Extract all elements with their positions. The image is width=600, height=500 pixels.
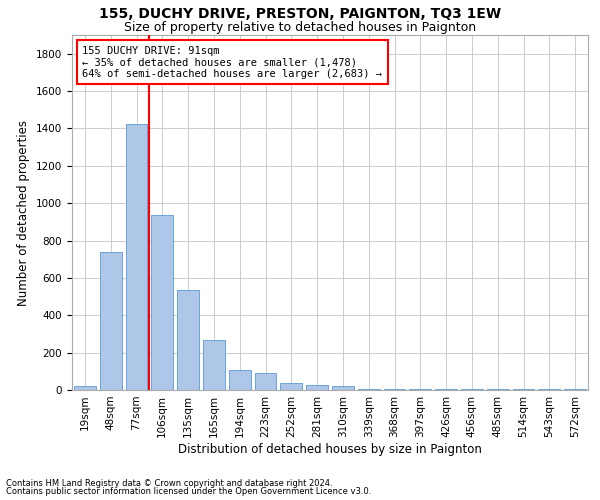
Bar <box>203 340 225 390</box>
Bar <box>512 389 535 390</box>
Bar <box>280 382 302 390</box>
Text: Size of property relative to detached houses in Paignton: Size of property relative to detached ho… <box>124 21 476 34</box>
Bar <box>461 389 483 390</box>
Text: Contains HM Land Registry data © Crown copyright and database right 2024.: Contains HM Land Registry data © Crown c… <box>6 478 332 488</box>
Text: 155, DUCHY DRIVE, PRESTON, PAIGNTON, TQ3 1EW: 155, DUCHY DRIVE, PRESTON, PAIGNTON, TQ3… <box>99 8 501 22</box>
Bar <box>74 386 96 390</box>
Bar <box>435 389 457 390</box>
Bar <box>306 385 328 390</box>
Bar <box>383 389 406 390</box>
Text: 155 DUCHY DRIVE: 91sqm
← 35% of detached houses are smaller (1,478)
64% of semi-: 155 DUCHY DRIVE: 91sqm ← 35% of detached… <box>82 46 382 79</box>
Bar <box>100 252 122 390</box>
Text: Contains public sector information licensed under the Open Government Licence v3: Contains public sector information licen… <box>6 487 371 496</box>
Bar <box>487 389 509 390</box>
Bar <box>177 290 199 390</box>
Bar <box>229 370 251 390</box>
Bar <box>151 216 173 390</box>
Bar <box>254 372 277 390</box>
X-axis label: Distribution of detached houses by size in Paignton: Distribution of detached houses by size … <box>178 442 482 456</box>
Bar <box>125 124 148 390</box>
Bar <box>409 389 431 390</box>
Y-axis label: Number of detached properties: Number of detached properties <box>17 120 31 306</box>
Bar <box>538 389 560 390</box>
Bar <box>564 389 586 390</box>
Bar <box>358 389 380 390</box>
Bar <box>332 386 354 390</box>
